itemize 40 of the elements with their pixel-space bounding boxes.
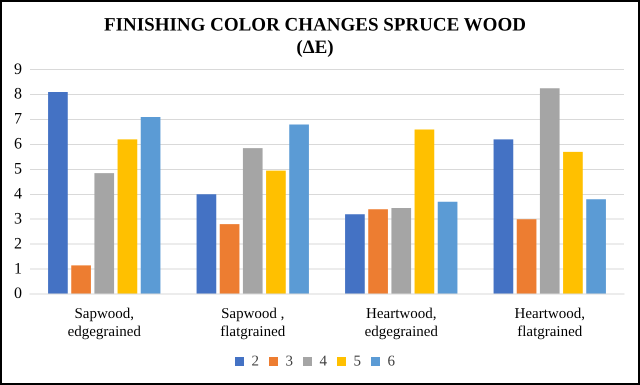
y-tick-label: 2 bbox=[14, 235, 22, 252]
bar bbox=[48, 92, 68, 294]
bar bbox=[345, 214, 365, 294]
bar bbox=[289, 124, 309, 294]
legend-label: 5 bbox=[354, 353, 361, 370]
legend-label: 3 bbox=[286, 353, 293, 370]
bar bbox=[220, 224, 240, 294]
y-tick-label: 5 bbox=[14, 160, 22, 178]
y-tick-label: 9 bbox=[14, 60, 22, 78]
bar bbox=[242, 148, 263, 294]
y-tick-label: 7 bbox=[14, 110, 22, 128]
x-tick-label: Sapwood , flatgrained bbox=[220, 306, 286, 340]
chart-title: FINISHING COLOR CHANGES SPRUCE WOOD (ΔE) bbox=[104, 14, 526, 58]
y-tick-label: 8 bbox=[14, 86, 22, 103]
bar bbox=[516, 219, 536, 294]
bar bbox=[196, 194, 216, 294]
bar bbox=[540, 88, 560, 294]
x-tick-label: Heartwood, edgegrained bbox=[364, 306, 438, 340]
y-tick-label: 0 bbox=[14, 285, 22, 302]
bar bbox=[118, 139, 138, 294]
bar bbox=[414, 129, 434, 294]
legend-label: 2 bbox=[252, 353, 259, 370]
y-tick-label: 4 bbox=[14, 185, 22, 202]
bar bbox=[140, 116, 160, 294]
x-tick-label: Heartwood, flatgrained bbox=[514, 306, 585, 340]
y-tick-label: 3 bbox=[14, 210, 22, 228]
bar bbox=[94, 173, 114, 294]
bar bbox=[438, 202, 458, 294]
bar bbox=[494, 139, 514, 294]
bar bbox=[266, 170, 286, 294]
bar bbox=[368, 209, 388, 294]
bar bbox=[563, 152, 583, 294]
bar bbox=[71, 265, 91, 294]
y-tick-label: 6 bbox=[14, 136, 22, 153]
legend-label: 4 bbox=[320, 353, 328, 370]
legend-label: 6 bbox=[388, 353, 396, 370]
bar bbox=[391, 208, 412, 294]
bar bbox=[586, 199, 606, 294]
x-tick-label: Sapwood, edgegrained bbox=[68, 306, 142, 340]
y-tick-label: 1 bbox=[14, 260, 22, 278]
